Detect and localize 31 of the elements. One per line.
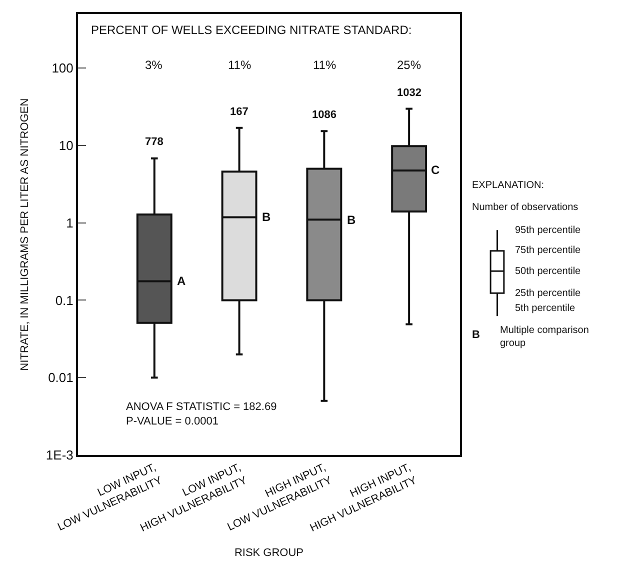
annotation: 1086 — [312, 109, 336, 121]
annotation: 167 — [230, 106, 248, 118]
annotation: 11% — [228, 58, 252, 72]
annotation: B — [347, 213, 356, 227]
y-tick-label: 0.1 — [55, 292, 74, 308]
annotation: 25% — [397, 58, 422, 72]
y-tick-label: 100 — [52, 60, 74, 76]
text: EXPLANATION: — [472, 180, 544, 191]
annotation: A — [177, 274, 186, 288]
text: Multiple comparison group — [500, 325, 589, 349]
y-tick-label: 1 — [66, 215, 74, 230]
y-axis-title: NITRATE, IN MILLIGRAMS PER LITER AS NITROGEN — [19, 98, 32, 371]
text: Number of observations — [472, 202, 578, 213]
annotation: 778 — [145, 136, 164, 148]
y-tick-label: 1E-3 — [46, 448, 74, 463]
annotation: B — [262, 210, 271, 224]
annotation: ANOVA F STATISTIC = 182.69 P-VALUE = 0.0001 — [126, 401, 277, 428]
y-tick-label: 0.01 — [48, 370, 74, 386]
y-tick-label: 10 — [58, 138, 74, 154]
text: 50th percentile — [515, 266, 582, 277]
annotation: 3% — [145, 58, 163, 72]
text: 5th percentile — [515, 303, 576, 314]
text: 75th percentile — [515, 245, 582, 256]
annotation: 11% — [313, 58, 336, 72]
x-axis-title: RISK GROUP — [234, 547, 304, 560]
annotation: C — [431, 163, 440, 177]
text: B — [472, 329, 480, 341]
annotation: 1032 — [397, 87, 422, 99]
text: 25th percentile — [515, 288, 582, 299]
text: 95th percentile — [515, 225, 582, 236]
annotation: PERCENT OF WELLS EXCEEDING NITRATE STANDARD: — [91, 23, 412, 37]
